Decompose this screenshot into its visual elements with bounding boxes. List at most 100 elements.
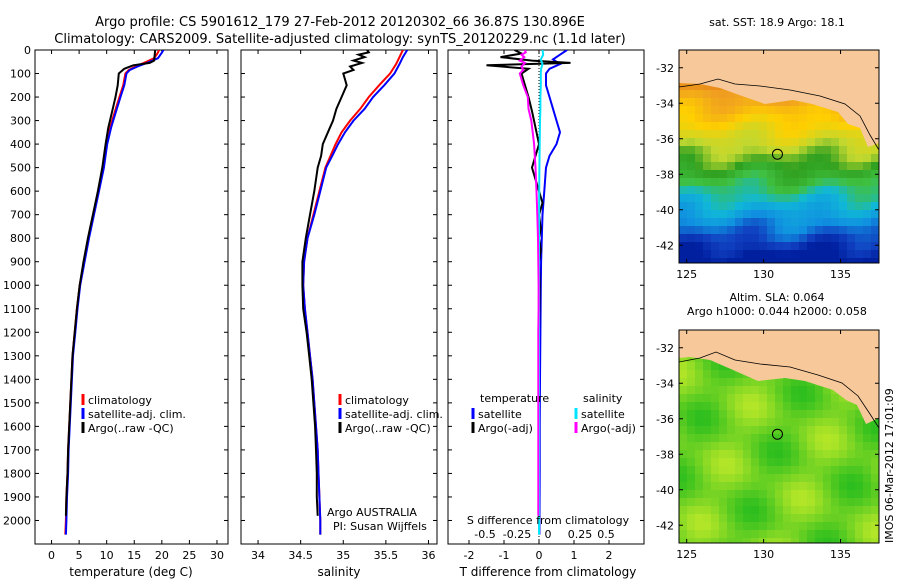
- sla-cell: [711, 466, 719, 474]
- sst-cell: [831, 130, 839, 138]
- sst-cell: [815, 186, 823, 194]
- sla-cell: [703, 362, 711, 370]
- sst-cell: [791, 98, 799, 106]
- sst-cell: [799, 170, 807, 178]
- sla-cell: [703, 410, 711, 418]
- sla-cell: [743, 394, 751, 402]
- sla-cell: [775, 474, 783, 482]
- sst-cell: [823, 234, 831, 242]
- depth-tick-label: 1700: [3, 444, 31, 457]
- sla-cell: [863, 530, 871, 538]
- sla-cell: [703, 514, 711, 522]
- sla-cell: [831, 410, 839, 418]
- sst-cell: [743, 154, 751, 162]
- sst-cell: [711, 234, 719, 242]
- sst-cell: [855, 162, 863, 170]
- sst-cell: [831, 258, 839, 263]
- sla-cell: [847, 434, 855, 442]
- sst-cell: [847, 162, 855, 170]
- sst-cell: [791, 186, 799, 194]
- sla-cell: [839, 410, 847, 418]
- sla-cell: [823, 418, 831, 426]
- sla-cell: [831, 450, 839, 458]
- lat-tick-label: -34: [656, 377, 674, 390]
- sst-cell: [847, 130, 855, 138]
- sst-cell: [807, 202, 815, 210]
- depth-tick-label: 700: [10, 209, 31, 222]
- depth-tick-label: 600: [10, 185, 31, 198]
- sst-cell: [687, 90, 695, 98]
- sst-cell: [695, 194, 703, 202]
- sla-cell: [751, 410, 759, 418]
- lat-tick-label: -38: [656, 448, 674, 461]
- sla-cell: [815, 530, 823, 538]
- sla-cell: [863, 490, 871, 498]
- temperature-ticks: 0 5 10 15 20 25 30: [48, 50, 224, 562]
- sst-cell: [807, 218, 815, 226]
- sst-cell: [767, 194, 775, 202]
- sst-cell: [703, 122, 711, 130]
- sla-cell: [711, 506, 719, 514]
- sla-cell: [751, 514, 759, 522]
- sla-cell: [719, 450, 727, 458]
- sla-cell: [767, 498, 775, 506]
- salinity-panel: 34 34.5 35 35.5 36 salinity climatologysatel…: [240, 49, 443, 579]
- x-tick-label: -2: [464, 549, 475, 562]
- sst-cell: [831, 250, 839, 258]
- sst-cell: [855, 186, 863, 194]
- sst-cell: [687, 130, 695, 138]
- sla-cell: [751, 466, 759, 474]
- sst-cell: [807, 106, 815, 114]
- sst-cell: [751, 242, 759, 250]
- sla-cell: [687, 482, 695, 490]
- sla-cell: [735, 410, 743, 418]
- sst-cell: [831, 242, 839, 250]
- salinity-xlabel: salinity: [317, 565, 360, 579]
- sla-cell: [703, 458, 711, 466]
- sst-cell: [799, 202, 807, 210]
- sla-cell: [711, 490, 719, 498]
- sla-cell: [751, 498, 759, 506]
- sla-cell: [711, 402, 719, 410]
- sst-cell: [775, 138, 783, 146]
- sst-cell: [687, 202, 695, 210]
- sla-cell: [815, 482, 823, 490]
- sst-cell: [847, 258, 855, 263]
- sst-cell: [743, 186, 751, 194]
- sla-cell: [687, 370, 695, 378]
- sla-cell: [839, 450, 847, 458]
- sst-cell: [823, 162, 831, 170]
- sst-cell: [711, 122, 719, 130]
- sla-cell: [791, 506, 799, 514]
- sla-cell: [783, 482, 791, 490]
- sst-cell: [695, 138, 703, 146]
- sla-cell: [727, 418, 735, 426]
- sla-cell: [767, 386, 775, 394]
- x-tick-label: -1: [499, 549, 510, 562]
- sla-cell: [783, 522, 791, 530]
- sla-cell: [775, 522, 783, 530]
- sst-cell: [807, 250, 815, 258]
- sst-cell: [759, 130, 767, 138]
- sst-cell: [759, 242, 767, 250]
- sla-cell: [807, 450, 815, 458]
- sst-cell: [711, 186, 719, 194]
- sla-cell: [807, 386, 815, 394]
- sst-cell: [775, 234, 783, 242]
- sla-cell: [687, 434, 695, 442]
- sst-cell: [823, 226, 831, 234]
- sst-cell: [735, 186, 743, 194]
- sst-cell: [687, 146, 695, 154]
- sla-cell: [687, 450, 695, 458]
- sst-cell: [735, 226, 743, 234]
- sla-cell: [855, 538, 863, 543]
- sla-cell: [775, 498, 783, 506]
- sst-cell: [759, 226, 767, 234]
- sst-cell: [751, 194, 759, 202]
- sla-cell: [783, 530, 791, 538]
- sla-cell: [759, 410, 767, 418]
- sla-cell: [831, 466, 839, 474]
- sla-cell: [799, 538, 807, 543]
- sst-cell: [719, 210, 727, 218]
- sla-cell: [695, 522, 703, 530]
